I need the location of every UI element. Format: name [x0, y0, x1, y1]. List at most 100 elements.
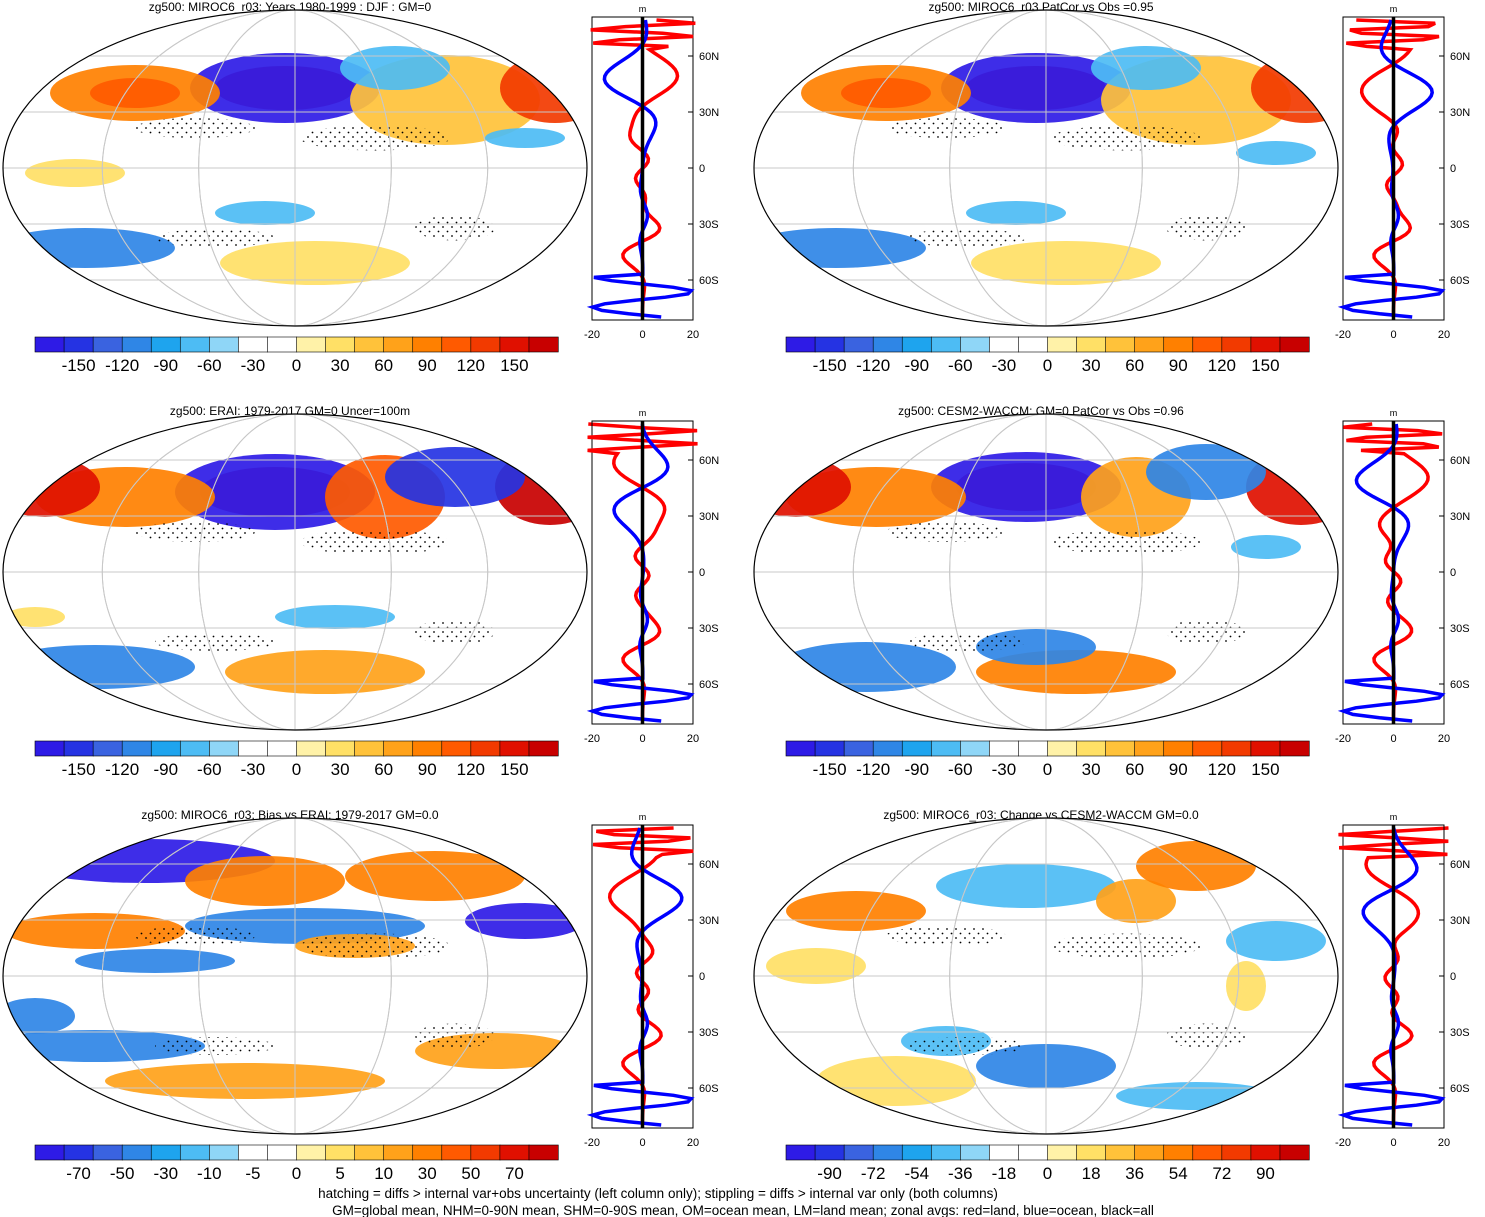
- colorbar-swatch: [1105, 740, 1136, 757]
- colorbar-swatch: [1076, 740, 1107, 757]
- colorbar-label: 90: [1169, 356, 1188, 375]
- colorbar-swatch: [121, 740, 152, 757]
- colorbar-swatch: [238, 336, 269, 353]
- colorbar-swatch: [528, 740, 559, 757]
- colorbar-swatch: [930, 1144, 961, 1161]
- colorbar-label: -30: [241, 760, 266, 779]
- lat-tick-label: 30S: [699, 623, 719, 635]
- colorbar-swatch: [1076, 336, 1107, 353]
- colorbar-swatch: [150, 1144, 181, 1161]
- colorbar-swatch: [1047, 336, 1078, 353]
- lat-tick-label: 30N: [699, 915, 719, 927]
- zonal-x-tick: -20: [1335, 1137, 1351, 1149]
- zonal-x-tick: 20: [687, 733, 699, 745]
- colorbar-swatch: [267, 336, 298, 353]
- lat-tick-label: 30S: [1450, 1027, 1470, 1039]
- lat-tick-label: 30S: [699, 1027, 719, 1039]
- colorbar-swatch: [150, 336, 181, 353]
- colorbar-swatch: [179, 1144, 210, 1161]
- colorbar-label: -120: [105, 356, 139, 375]
- panel-title: zg500: ERAI: 1979-2017 GM=0 Uncer=100m: [170, 404, 410, 418]
- colorbar-label: -60: [197, 356, 222, 375]
- colorbar-label: -60: [948, 356, 973, 375]
- colorbar-label: 60: [374, 760, 393, 779]
- colorbar-swatch: [1134, 740, 1165, 757]
- colorbar-swatch: [383, 740, 414, 757]
- colorbar-swatch: [1221, 336, 1252, 353]
- colorbar-label: -60: [197, 760, 222, 779]
- colorbar-swatch: [209, 1144, 239, 1161]
- zonal-x-tick: -20: [584, 329, 600, 341]
- panel-title: zg500: MIROC6_r03: Bias vs ERAI: 1979-20…: [141, 808, 438, 822]
- colorbar-label: 90: [1169, 760, 1188, 779]
- colorbar-swatch: [1163, 1144, 1194, 1161]
- colorbar-swatch: [1250, 336, 1281, 353]
- colorbar-swatch: [412, 336, 443, 353]
- colorbar-label: -150: [813, 356, 847, 375]
- colorbar-swatch: [528, 1144, 559, 1161]
- colorbar-label: -30: [241, 356, 266, 375]
- colorbar-label: -54: [904, 1164, 929, 1183]
- colorbar: -150 -120 -90 -60 -30 0 30 60 90 120 150: [785, 336, 1310, 375]
- zonal-unit-label: m: [639, 812, 647, 822]
- zonal-x-tick: 20: [1438, 733, 1450, 745]
- colorbar-swatch: [354, 336, 385, 353]
- lat-tick-label: 0: [1450, 163, 1456, 175]
- zonal-x-tick: 20: [1438, 329, 1450, 341]
- zonal-mean-plot: m -20 0 20 60N 30N 0 30S 60S: [1335, 408, 1470, 745]
- map-field: [754, 414, 1338, 730]
- colorbar-label: 90: [1256, 1164, 1275, 1183]
- colorbar-swatch: [960, 336, 990, 353]
- colorbar-swatch: [872, 336, 903, 353]
- colorbar-label: 30: [331, 760, 350, 779]
- colorbar-swatch: [785, 1144, 816, 1161]
- colorbar-swatch: [296, 1144, 327, 1161]
- colorbar-swatch: [989, 740, 1020, 757]
- colorbar-swatch: [499, 740, 530, 757]
- colorbar-label: 5: [335, 1164, 344, 1183]
- colorbar-label: 60: [1125, 760, 1144, 779]
- lat-tick-label: 60S: [699, 1083, 719, 1095]
- colorbar-swatch: [1134, 336, 1165, 353]
- colorbar-swatch: [325, 740, 356, 757]
- colorbar-swatch: [1076, 1144, 1107, 1161]
- colorbar-label: -120: [856, 356, 890, 375]
- colorbar: -150 -120 -90 -60 -30 0 30 60 90 120 150: [34, 740, 559, 779]
- colorbar-swatch: [785, 740, 816, 757]
- lat-tick-label: 60S: [1450, 275, 1470, 287]
- colorbar-label: 0: [1043, 1164, 1052, 1183]
- colorbar-swatch: [1134, 1144, 1165, 1161]
- colorbar-label: 0: [1043, 356, 1052, 375]
- colorbar-swatch: [267, 1144, 298, 1161]
- colorbar-swatch: [296, 336, 327, 353]
- colorbar-label: 0: [1043, 760, 1052, 779]
- colorbar-label: 120: [457, 760, 485, 779]
- colorbar-swatch: [1192, 1144, 1223, 1161]
- colorbar-swatch: [930, 740, 961, 757]
- colorbar: -150 -120 -90 -60 -30 0 30 60 90 120 150: [785, 740, 1310, 779]
- colorbar-swatch: [901, 1144, 932, 1161]
- colorbar-label: -36: [948, 1164, 973, 1183]
- colorbar-swatch: [1047, 1144, 1078, 1161]
- colorbar-label: -90: [904, 760, 929, 779]
- colorbar-swatch: [1163, 740, 1194, 757]
- colorbar-swatch: [1279, 336, 1310, 353]
- map-border: [2, 413, 588, 731]
- lat-tick-label: 30N: [699, 511, 719, 523]
- colorbar-swatch: [150, 740, 181, 757]
- map-border: [2, 817, 588, 1135]
- colorbar-swatch: [499, 1144, 530, 1161]
- colorbar-swatch: [470, 740, 501, 757]
- colorbar-swatch: [179, 740, 210, 757]
- zonal-x-tick: 20: [687, 1137, 699, 1149]
- footer: hatching = diffs > internal var+obs unce…: [318, 1186, 1154, 1217]
- zonal-x-tick: 0: [1390, 733, 1396, 745]
- map-field: [3, 818, 587, 1134]
- map-border: [753, 413, 1339, 731]
- colorbar-label: -150: [62, 760, 96, 779]
- colorbar-swatch: [872, 1144, 903, 1161]
- colorbar-swatch: [528, 336, 559, 353]
- colorbar-swatch: [325, 336, 356, 353]
- colorbar-label: 0: [292, 356, 301, 375]
- panel-3: zg500: ERAI: 1979-2017 GM=0 Uncer=100m m -…: [2, 404, 719, 779]
